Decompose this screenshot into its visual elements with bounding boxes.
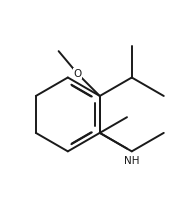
Text: NH: NH	[124, 156, 140, 166]
Text: O: O	[73, 69, 82, 79]
